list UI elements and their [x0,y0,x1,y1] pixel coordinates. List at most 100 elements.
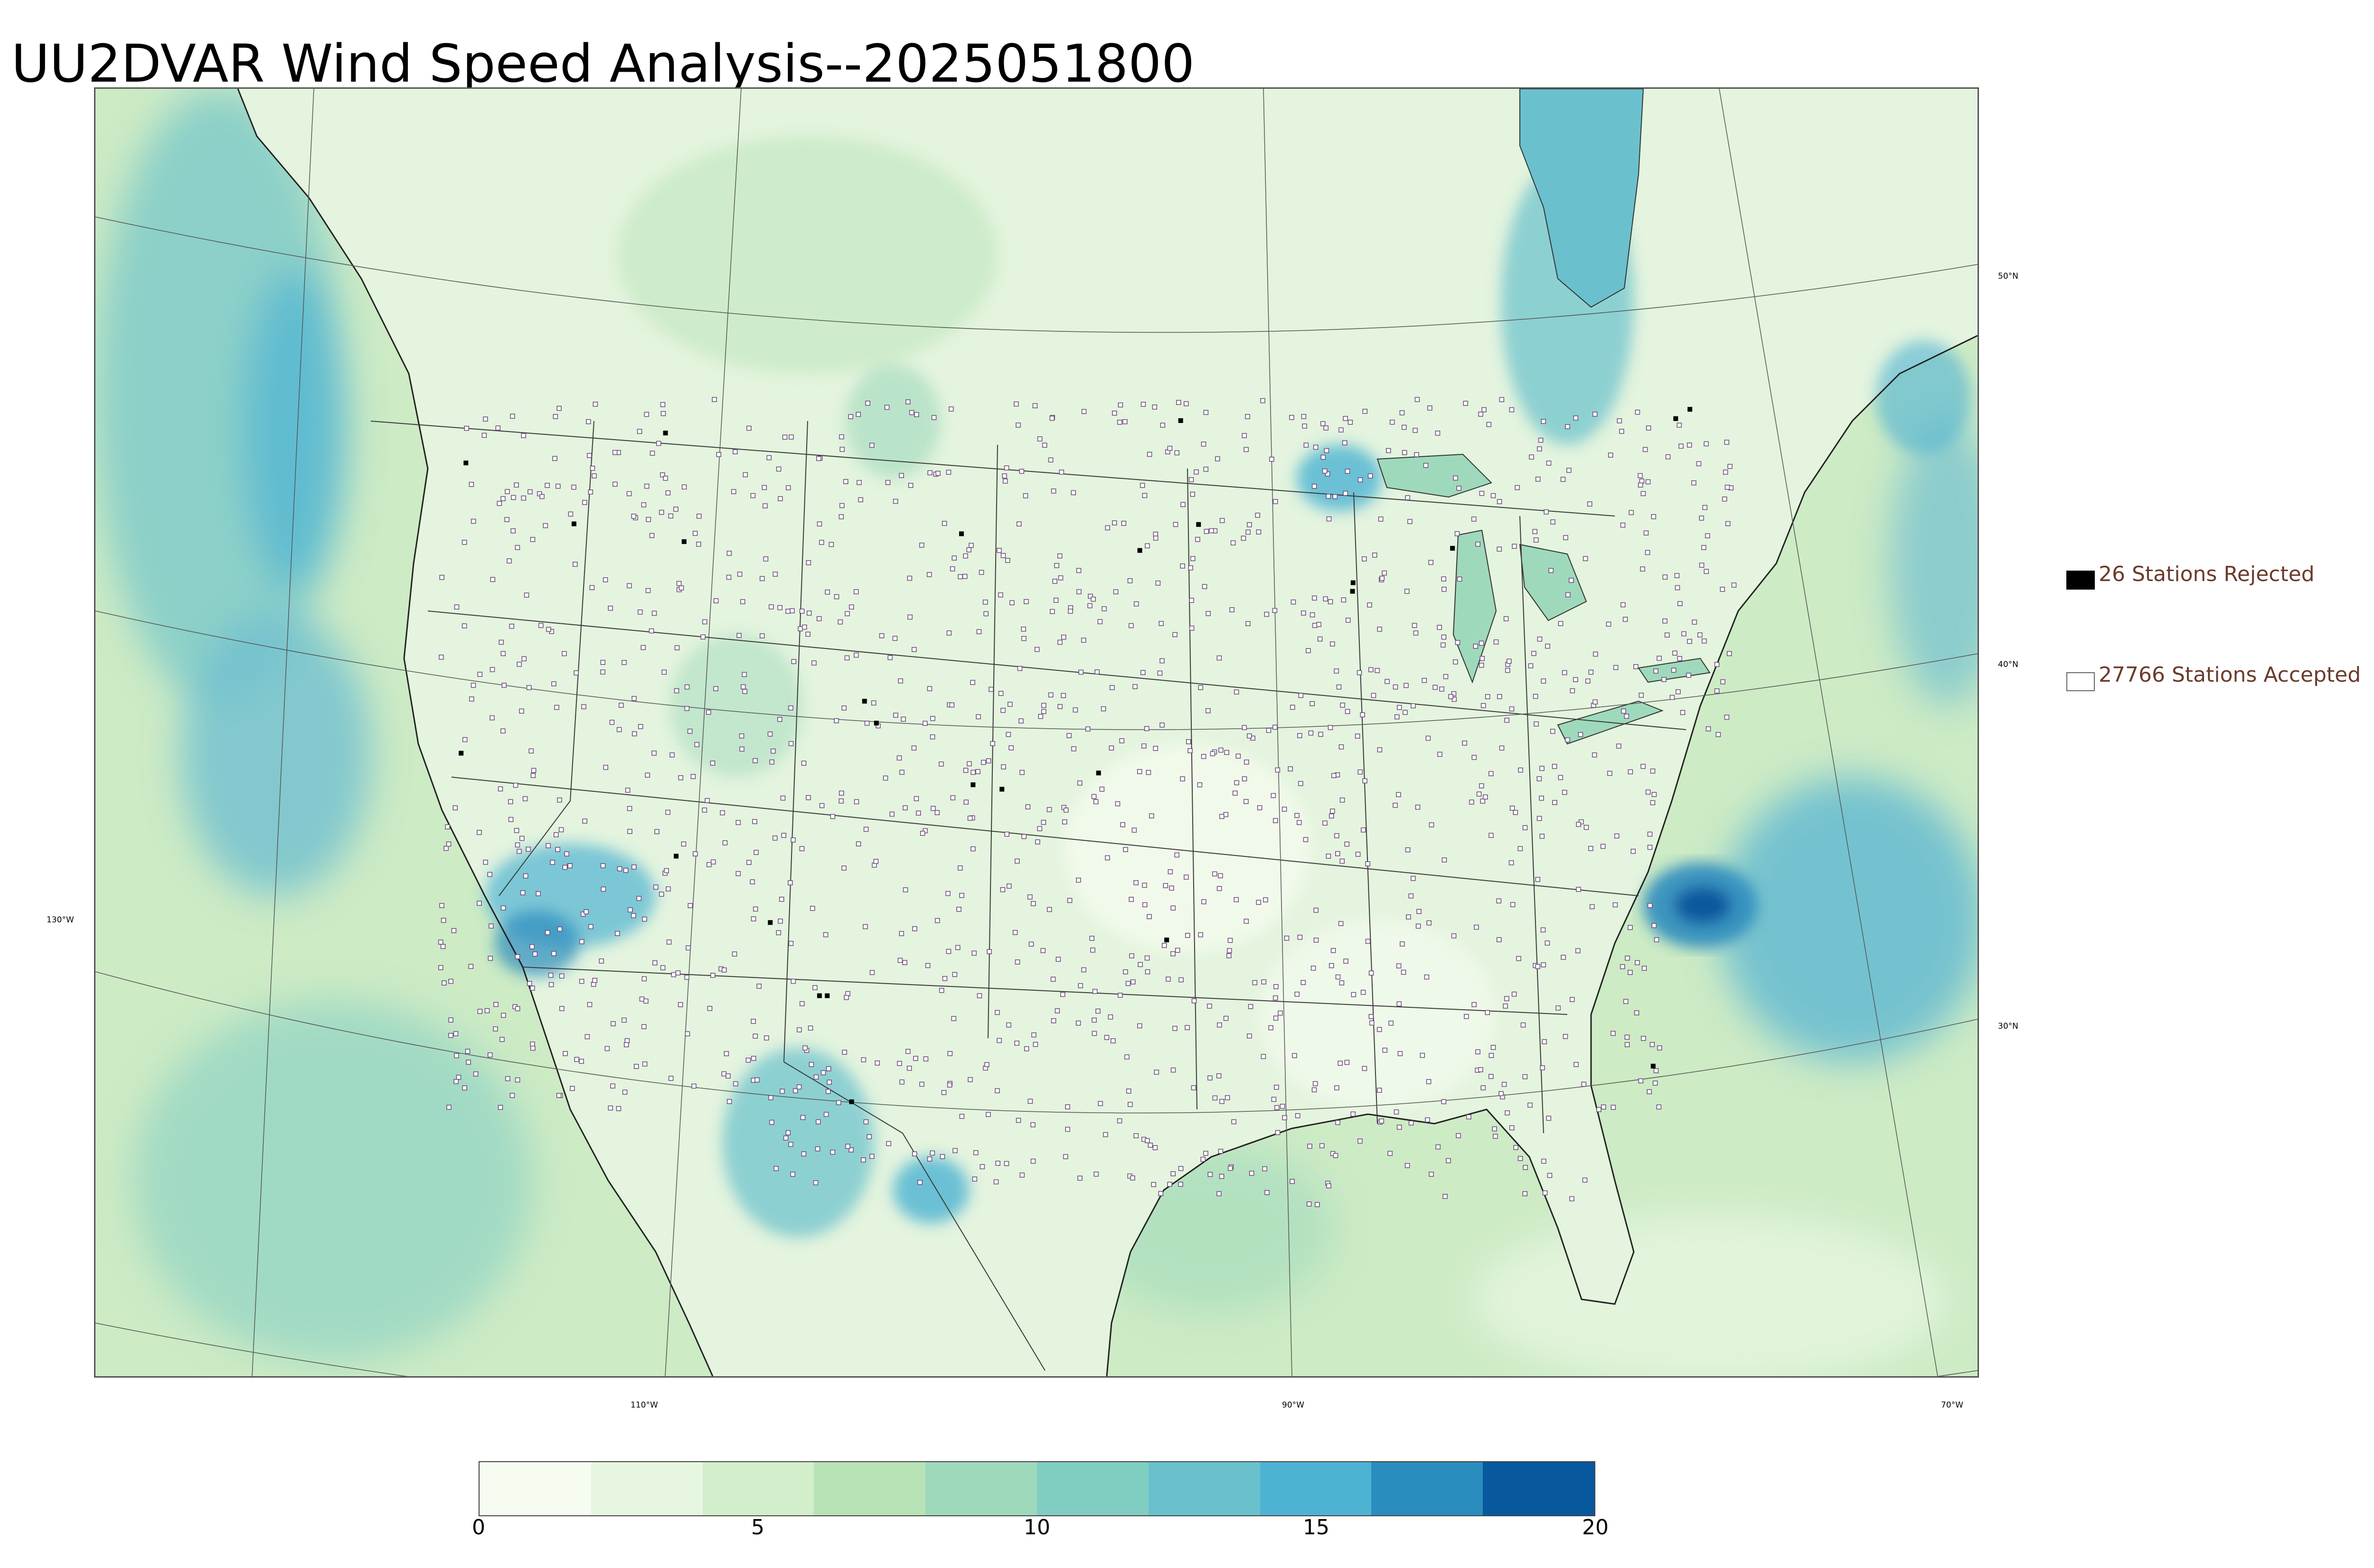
station-marker [1347,420,1353,425]
station-marker [1081,409,1087,414]
station-marker [497,501,502,506]
station-marker [836,1100,841,1105]
station-marker [537,491,542,497]
station-marker [483,859,488,865]
station-marker [1203,467,1209,472]
colorbar-segment [480,1462,591,1515]
station-marker [1593,651,1598,657]
station-marker [1185,1025,1190,1030]
station-marker [1479,656,1485,661]
station-marker [623,868,629,873]
station-marker [1664,632,1670,638]
station-marker [1414,452,1419,458]
rejected-station-marker [959,531,964,536]
station-marker [468,964,474,969]
station-marker [1508,860,1514,865]
station-marker [1126,1089,1131,1094]
station-marker [1017,666,1023,671]
station-marker [1255,513,1261,518]
station-marker [1402,450,1407,455]
station-marker [931,415,937,420]
station-marker [641,1024,647,1029]
station-marker [1120,822,1125,827]
station-marker [1273,995,1278,1001]
colorbar-tick-20: 20 [1582,1515,1609,1540]
station-marker [462,540,467,545]
station-marker [1505,1110,1510,1116]
station-marker [958,574,963,580]
station-marker [499,639,504,645]
station-marker [1394,714,1400,720]
station-marker [469,482,474,487]
station-marker [1338,921,1344,926]
station-marker [1144,955,1150,961]
station-marker [1617,418,1622,423]
station-marker [1272,724,1278,730]
station-marker [856,412,861,417]
station-marker [1368,667,1374,673]
station-marker [1145,1138,1150,1144]
station-marker [1201,899,1206,904]
station-marker [889,811,895,817]
station-marker [1674,573,1680,578]
station-marker [913,1056,918,1061]
station-marker [500,728,506,734]
station-marker [1065,1127,1070,1132]
station-marker [517,849,522,854]
station-marker [1339,858,1345,864]
station-marker [1504,717,1509,723]
station-marker [766,455,772,460]
station-marker [646,516,651,522]
station-marker [768,1095,773,1100]
station-marker [1351,992,1357,997]
station-marker [993,1179,999,1184]
station-marker [1244,760,1249,765]
station-marker [969,543,974,548]
station-marker [1360,989,1366,995]
station-marker [622,1017,627,1023]
station-marker [1157,670,1163,676]
station-marker [1562,789,1567,795]
station-marker [487,872,492,877]
station-marker [1129,953,1134,958]
station-marker [1628,970,1633,975]
station-marker [1714,662,1720,667]
station-marker [1078,669,1084,675]
station-marker [1273,1015,1279,1021]
station-marker [1117,420,1122,425]
station-marker [1295,1113,1300,1118]
station-marker [1342,440,1347,446]
station-marker [473,1071,479,1077]
station-marker [838,798,844,804]
station-marker [631,696,637,701]
station-marker [1006,1022,1011,1028]
station-marker [1112,410,1117,416]
station-marker [707,862,712,867]
station-marker [1302,423,1307,429]
station-marker [1497,499,1502,504]
station-marker [660,411,666,416]
station-marker [652,960,658,966]
rejected-station-marker [817,993,822,998]
station-marker [772,572,778,577]
station-marker [1242,725,1247,730]
station-marker [1527,1102,1533,1108]
station-marker [1159,621,1164,626]
station-marker [1451,691,1457,696]
station-marker [1509,407,1515,413]
station-marker [664,868,669,873]
wind-speed-map[interactable] [94,87,1979,1378]
station-marker [1448,694,1453,699]
station-marker [823,1112,829,1117]
station-marker [1235,753,1241,759]
station-marker [500,651,506,657]
station-marker [688,903,693,908]
station-marker [1443,674,1449,679]
station-marker [1159,658,1165,664]
station-marker [1131,827,1137,833]
station-marker [959,892,964,898]
station-marker [1303,837,1309,842]
station-marker [1298,781,1303,786]
station-marker [1425,1117,1430,1123]
station-marker [495,425,501,431]
